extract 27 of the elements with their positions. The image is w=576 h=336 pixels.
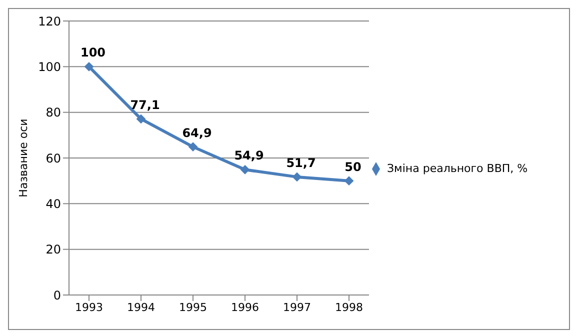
x-tick-label: 1996 [231,300,259,314]
data-label: 51,7 [286,156,316,170]
y-tick-label: 120 [38,14,61,28]
x-tick-label: 1994 [127,300,155,314]
point [188,142,198,152]
legend-label: Зміна реального ВВП, % [387,162,528,176]
point [240,165,250,174]
y-axis-title: Название оси [16,118,30,198]
y-tick-label: 100 [38,60,61,74]
y-tick-label: 60 [46,151,61,166]
y-tick-label: 0 [53,288,61,302]
x-tick-label: 1993 [75,300,103,314]
data-label: 77,1 [130,98,160,112]
point [84,62,94,72]
x-tick-label: 1997 [283,300,311,314]
y-tick-label: 40 [46,196,61,211]
data-label: 64,9 [182,126,212,140]
x-tick-label: 1998 [335,300,363,314]
data-label: 54,9 [234,148,264,163]
x-tick-label: 1995 [179,300,207,314]
data-label: 100 [80,46,106,60]
y-tick-label: 80 [46,106,61,120]
point [344,176,354,186]
data-label: 50 [344,160,362,174]
point [292,172,302,182]
y-tick-label: 20 [46,242,61,257]
point [136,114,146,124]
